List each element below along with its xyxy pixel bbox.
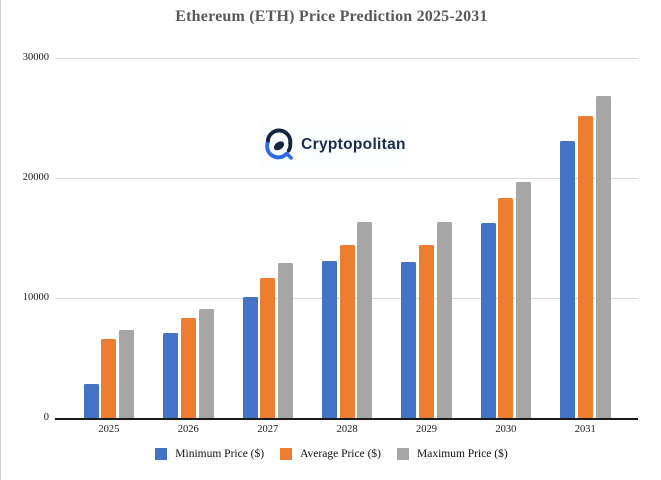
gridline-20000	[55, 178, 638, 179]
legend-label-average: Average Price ($)	[300, 448, 381, 460]
gridline-30000	[55, 58, 638, 59]
bar-2031-minimum	[560, 140, 576, 418]
legend-label-minimum: Minimum Price ($)	[175, 448, 265, 460]
watermark-brand-text: Cryptopolitan	[301, 135, 406, 153]
legend-item-average: Average Price ($)	[280, 448, 381, 460]
legend: Minimum Price ($) Average Price ($) Maxi…	[1, 448, 661, 460]
y-tick-20000: 20000	[22, 172, 49, 183]
bar-2028-minimum	[321, 261, 337, 418]
plot-area	[55, 58, 638, 420]
x-tick-2025: 2025	[98, 424, 120, 435]
bar-2025-maximum	[119, 330, 135, 418]
x-tick-2029: 2029	[416, 424, 437, 435]
bar-2028-maximum	[357, 222, 373, 418]
bar-2030-maximum	[516, 182, 532, 418]
bar-2025-average	[101, 338, 117, 418]
chart-title: Ethereum (ETH) Price Prediction 2025-203…	[175, 8, 488, 25]
x-tick-2026: 2026	[177, 424, 199, 435]
bar-2029-maximum	[436, 222, 452, 418]
bar-2028-average	[339, 244, 355, 418]
legend-swatch-maximum-icon	[396, 448, 409, 460]
x-tick-2027: 2027	[257, 424, 279, 435]
bar-2027-minimum	[242, 296, 258, 418]
bar-2030-minimum	[480, 223, 496, 418]
bar-2031-maximum	[595, 96, 611, 418]
bar-2031-average	[577, 115, 593, 418]
legend-item-maximum: Maximum Price ($)	[396, 448, 508, 460]
bar-2027-average	[260, 277, 276, 418]
x-tick-2030: 2030	[495, 424, 517, 435]
bar-2026-minimum	[163, 332, 179, 418]
y-tick-10000: 10000	[22, 292, 49, 303]
bar-2027-maximum	[277, 263, 293, 418]
bar-2025-minimum	[83, 384, 99, 418]
bar-2030-average	[498, 198, 514, 418]
x-tick-2028: 2028	[336, 424, 358, 435]
watermark-logo: Cryptopolitan	[259, 121, 409, 168]
legend-swatch-average-icon	[280, 448, 293, 460]
legend-swatch-minimum-icon	[155, 448, 168, 460]
bar-2026-average	[180, 318, 196, 418]
bar-2029-minimum	[401, 262, 417, 418]
legend-item-minimum: Minimum Price ($)	[155, 448, 264, 460]
cryptopolitan-logo-icon	[262, 128, 296, 162]
bar-2026-maximum	[198, 308, 214, 418]
bar-2029-average	[419, 245, 434, 418]
y-tick-30000: 30000	[22, 52, 49, 63]
legend-label-maximum: Maximum Price ($)	[416, 448, 508, 460]
y-tick-0: 0	[43, 412, 49, 423]
x-tick-2031: 2031	[574, 424, 596, 435]
